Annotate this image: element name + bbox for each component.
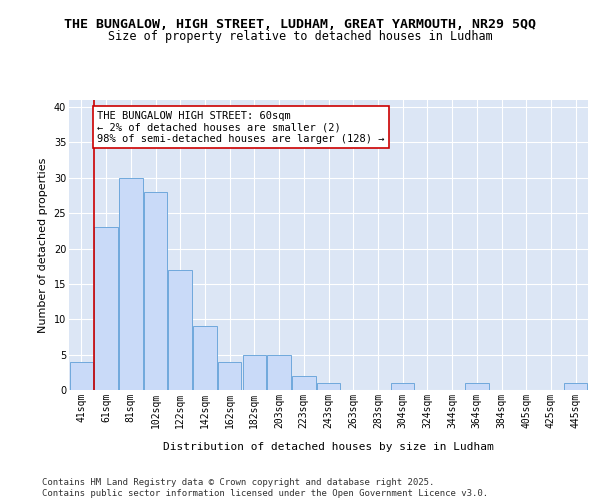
Text: THE BUNGALOW, HIGH STREET, LUDHAM, GREAT YARMOUTH, NR29 5QQ: THE BUNGALOW, HIGH STREET, LUDHAM, GREAT…: [64, 18, 536, 30]
Text: Size of property relative to detached houses in Ludham: Size of property relative to detached ho…: [107, 30, 493, 43]
Bar: [70, 362, 93, 390]
Bar: [391, 383, 415, 390]
Bar: [564, 383, 587, 390]
Bar: [218, 362, 241, 390]
Text: THE BUNGALOW HIGH STREET: 60sqm
← 2% of detached houses are smaller (2)
98% of s: THE BUNGALOW HIGH STREET: 60sqm ← 2% of …: [97, 110, 385, 144]
Bar: [94, 228, 118, 390]
Y-axis label: Number of detached properties: Number of detached properties: [38, 158, 48, 332]
Bar: [119, 178, 143, 390]
Bar: [169, 270, 192, 390]
Bar: [193, 326, 217, 390]
Text: Distribution of detached houses by size in Ludham: Distribution of detached houses by size …: [163, 442, 494, 452]
Bar: [292, 376, 316, 390]
Bar: [144, 192, 167, 390]
Bar: [268, 354, 291, 390]
Bar: [317, 383, 340, 390]
Bar: [242, 354, 266, 390]
Bar: [465, 383, 488, 390]
Text: Contains HM Land Registry data © Crown copyright and database right 2025.
Contai: Contains HM Land Registry data © Crown c…: [42, 478, 488, 498]
